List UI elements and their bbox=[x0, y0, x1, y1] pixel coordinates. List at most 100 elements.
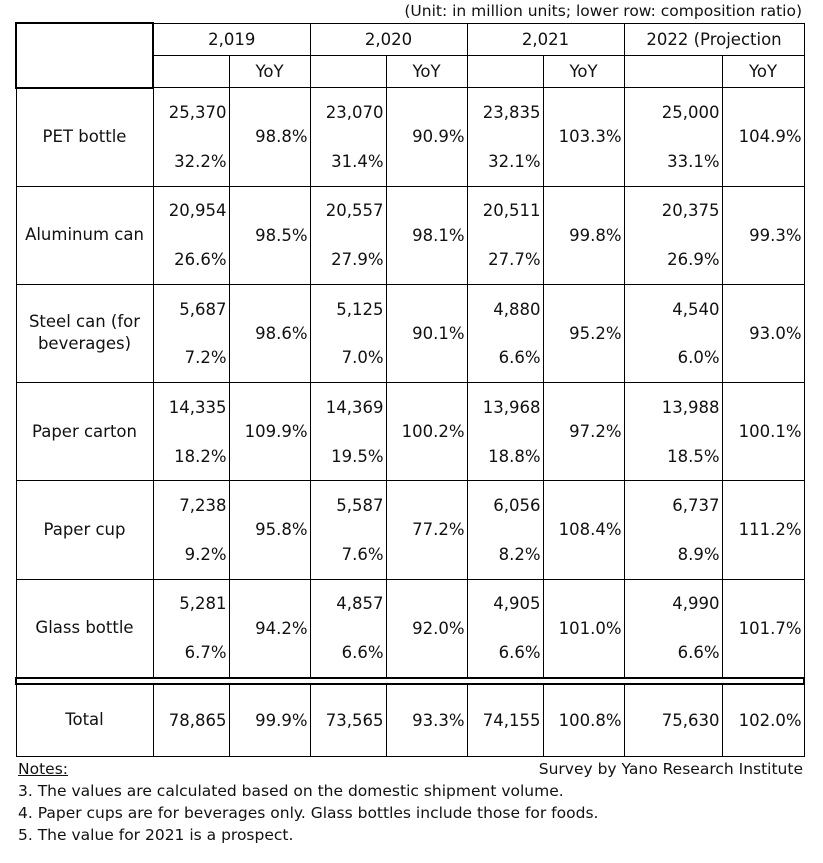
year-header: 2,019 bbox=[152, 22, 311, 56]
ratio-cell: 6.6% bbox=[466, 333, 544, 384]
note-line: 4. Paper cups are for beverages only. Gl… bbox=[18, 804, 599, 822]
total-separator bbox=[14, 676, 806, 685]
total-value-cell: 75,630 bbox=[623, 683, 723, 757]
value-cell: 20,375 bbox=[623, 185, 723, 236]
value-cell: 20,511 bbox=[466, 185, 544, 236]
ratio-cell: 6.6% bbox=[466, 628, 544, 679]
notes-block: Notes: Survey by Yano Research Institute… bbox=[18, 758, 803, 846]
yoy-cell: 90.9% bbox=[385, 87, 468, 187]
yoy-cell: 109.9% bbox=[228, 382, 311, 481]
year-header: 2,021 bbox=[466, 22, 625, 56]
blank-header bbox=[466, 54, 544, 89]
value-cell: 4,905 bbox=[466, 578, 544, 629]
value-cell: 23,070 bbox=[309, 87, 387, 137]
year-header: 2,020 bbox=[309, 22, 468, 56]
ratio-cell: 8.9% bbox=[623, 529, 723, 580]
yoy-cell: 97.2% bbox=[542, 382, 625, 481]
blank-header bbox=[623, 54, 723, 89]
value-cell: 4,540 bbox=[623, 283, 723, 334]
corner-cell bbox=[15, 22, 154, 89]
yoy-cell: 90.1% bbox=[385, 283, 468, 383]
value-cell: 20,954 bbox=[152, 185, 230, 236]
ratio-cell: 7.2% bbox=[152, 333, 230, 384]
ratio-cell: 7.0% bbox=[309, 333, 387, 384]
ratio-cell: 6.7% bbox=[152, 628, 230, 679]
yoy-cell: 100.1% bbox=[721, 382, 805, 481]
row-label: Aluminum can bbox=[15, 185, 154, 285]
ratio-cell: 19.5% bbox=[309, 431, 387, 482]
value-cell: 23,835 bbox=[466, 87, 544, 137]
unit-note: (Unit: in million units; lower row: comp… bbox=[404, 2, 802, 20]
row-label: Paper cup bbox=[15, 480, 154, 580]
note-line: 5. The value for 2021 is a prospect. bbox=[18, 826, 294, 844]
total-yoy-cell: 102.0% bbox=[721, 683, 805, 757]
ratio-cell: 27.9% bbox=[309, 235, 387, 285]
yoy-cell: 99.3% bbox=[721, 185, 805, 285]
total-value-cell: 78,865 bbox=[152, 683, 230, 757]
year-header: 2022 (Projection bbox=[623, 22, 805, 56]
yoy-cell: 111.2% bbox=[721, 480, 805, 580]
ratio-cell: 32.2% bbox=[152, 136, 230, 187]
value-cell: 13,988 bbox=[623, 382, 723, 432]
ratio-cell: 6.6% bbox=[623, 628, 723, 679]
note-line: 3. The values are calculated based on th… bbox=[18, 782, 564, 800]
row-label: Steel can (for beverages) bbox=[15, 283, 154, 384]
ratio-cell: 9.2% bbox=[152, 529, 230, 580]
yoy-cell: 94.2% bbox=[228, 578, 311, 678]
total-value-cell: 73,565 bbox=[309, 683, 387, 757]
yoy-cell: 100.2% bbox=[385, 382, 468, 481]
yoy-cell: 104.9% bbox=[721, 87, 805, 187]
yoy-cell: 95.2% bbox=[542, 283, 625, 383]
value-cell: 6,737 bbox=[623, 480, 723, 530]
value-cell: 13,968 bbox=[466, 382, 544, 432]
shipment-table: 2,019 2,020 2,021 2022 (Projection YoY Y… bbox=[14, 22, 806, 757]
total-yoy-cell: 93.3% bbox=[385, 683, 468, 757]
value-cell: 20,557 bbox=[309, 185, 387, 236]
ratio-cell: 7.6% bbox=[309, 529, 387, 580]
yoy-cell: 99.8% bbox=[542, 185, 625, 285]
total-label: Total bbox=[15, 683, 154, 757]
value-cell: 6,056 bbox=[466, 480, 544, 530]
blank-header bbox=[152, 54, 230, 89]
yoy-header: YoY bbox=[228, 54, 311, 89]
notes-title: Notes: bbox=[18, 760, 68, 778]
value-cell: 4,857 bbox=[309, 578, 387, 629]
value-cell: 14,335 bbox=[152, 382, 230, 432]
row-label: Glass bottle bbox=[15, 578, 154, 679]
ratio-cell: 31.4% bbox=[309, 136, 387, 187]
value-cell: 25,370 bbox=[152, 87, 230, 137]
yoy-cell: 98.1% bbox=[385, 185, 468, 285]
ratio-cell: 8.2% bbox=[466, 529, 544, 580]
ratio-cell: 32.1% bbox=[466, 136, 544, 187]
yoy-cell: 98.8% bbox=[228, 87, 311, 187]
ratio-cell: 26.6% bbox=[152, 235, 230, 285]
value-cell: 4,880 bbox=[466, 283, 544, 334]
ratio-cell: 6.6% bbox=[309, 628, 387, 679]
total-yoy-cell: 99.9% bbox=[228, 683, 311, 757]
row-label: PET bottle bbox=[15, 87, 154, 187]
ratio-cell: 18.5% bbox=[623, 431, 723, 482]
yoy-cell: 98.5% bbox=[228, 185, 311, 285]
yoy-cell: 101.7% bbox=[721, 578, 805, 678]
survey-credit: Survey by Yano Research Institute bbox=[538, 760, 803, 778]
yoy-header: YoY bbox=[385, 54, 468, 89]
yoy-cell: 93.0% bbox=[721, 283, 805, 383]
yoy-header: YoY bbox=[542, 54, 625, 89]
yoy-header: YoY bbox=[721, 54, 805, 89]
value-cell: 5,587 bbox=[309, 480, 387, 530]
yoy-cell: 98.6% bbox=[228, 283, 311, 383]
yoy-cell: 95.8% bbox=[228, 480, 311, 580]
blank-header bbox=[309, 54, 387, 89]
value-cell: 5,125 bbox=[309, 283, 387, 334]
value-cell: 5,687 bbox=[152, 283, 230, 334]
value-cell: 14,369 bbox=[309, 382, 387, 432]
ratio-cell: 18.8% bbox=[466, 431, 544, 482]
total-value-cell: 74,155 bbox=[466, 683, 544, 757]
yoy-cell: 108.4% bbox=[542, 480, 625, 580]
row-label: Paper carton bbox=[15, 382, 154, 482]
value-cell: 7,238 bbox=[152, 480, 230, 530]
ratio-cell: 26.9% bbox=[623, 235, 723, 285]
yoy-cell: 77.2% bbox=[385, 480, 468, 580]
ratio-cell: 18.2% bbox=[152, 431, 230, 482]
yoy-cell: 101.0% bbox=[542, 578, 625, 678]
